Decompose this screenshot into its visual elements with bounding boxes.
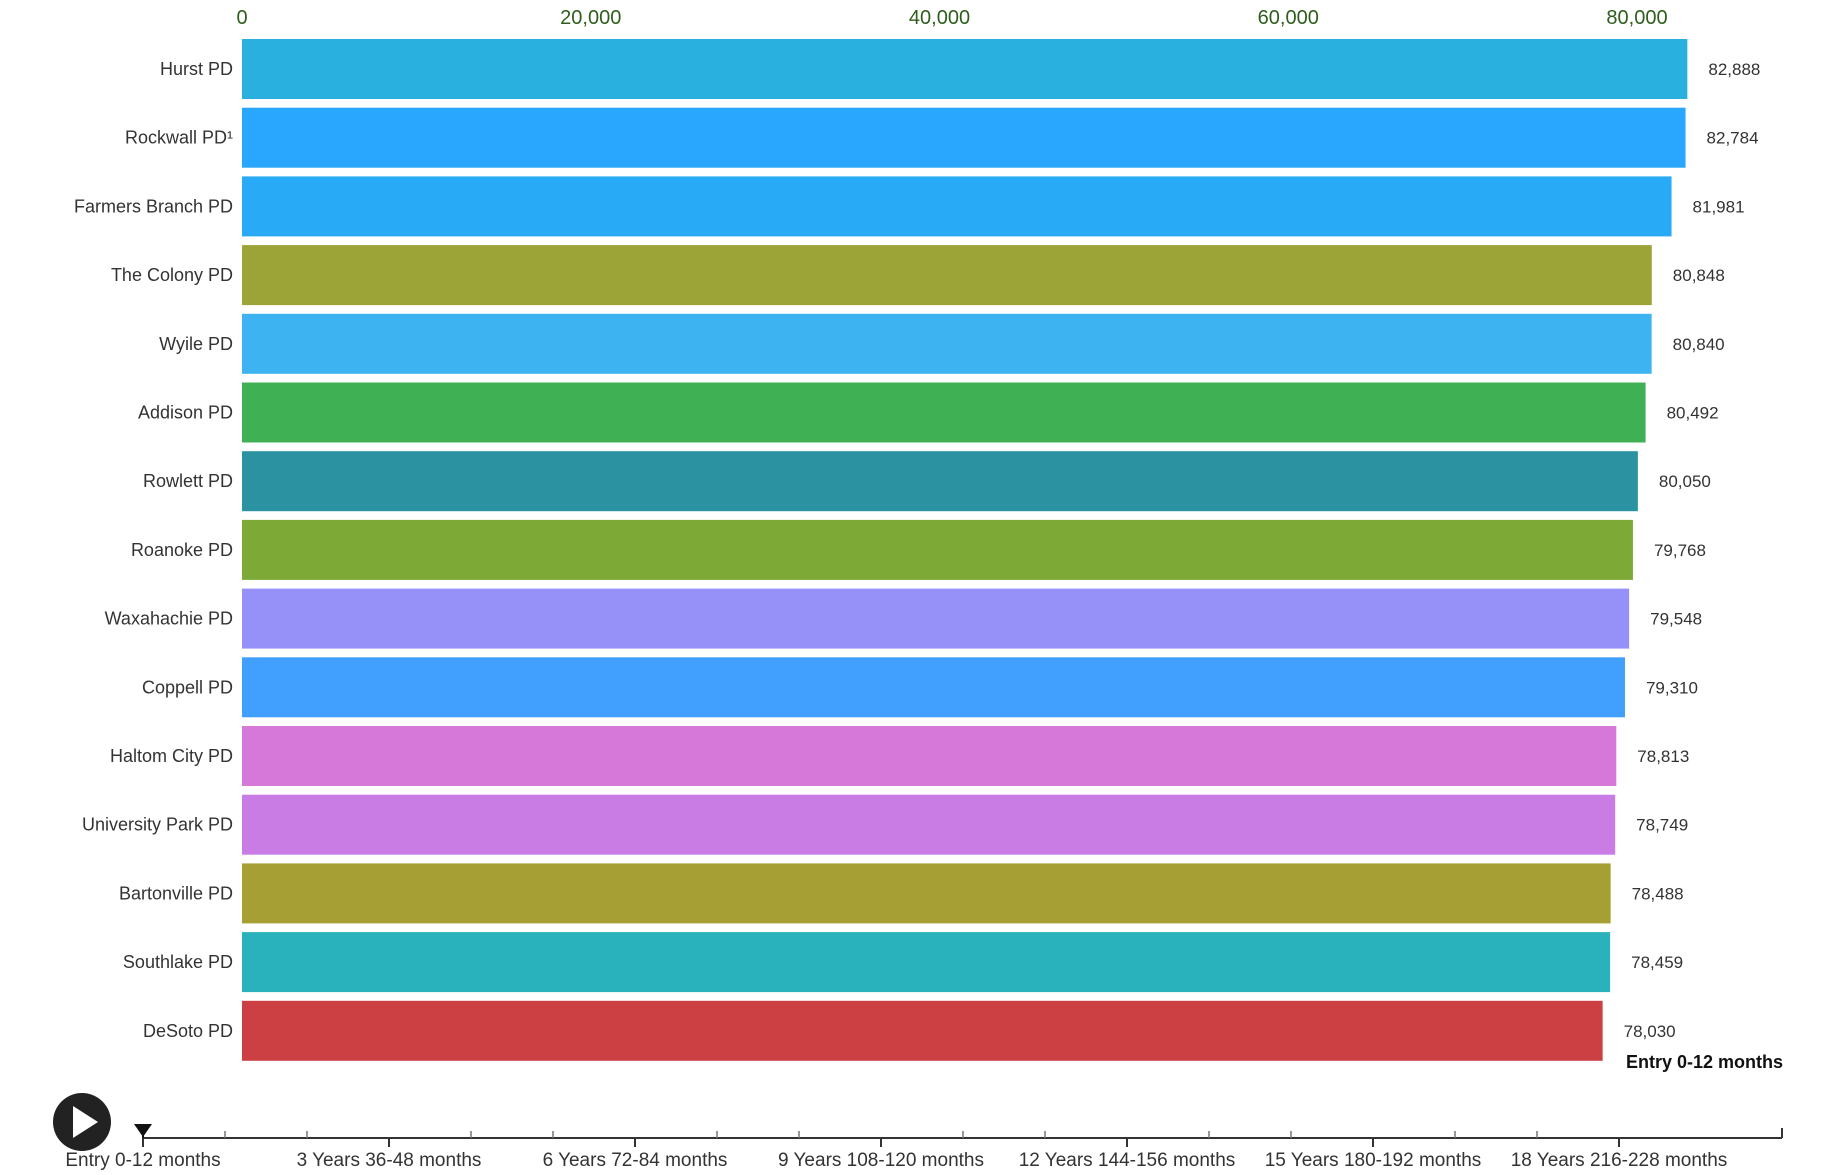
bar bbox=[242, 245, 1652, 306]
category-label: Addison PD bbox=[138, 403, 233, 423]
category-label: The Colony PD bbox=[111, 265, 233, 285]
category-label: University Park PD bbox=[82, 815, 233, 835]
value-label: 78,459 bbox=[1631, 953, 1683, 972]
timeline-label[interactable]: Entry 0-12 months bbox=[65, 1150, 220, 1171]
current-frame-label: Entry 0-12 months bbox=[1626, 1052, 1783, 1072]
bar bbox=[242, 107, 1686, 168]
category-label: Rowlett PD bbox=[143, 471, 233, 491]
value-label: 82,888 bbox=[1708, 60, 1760, 79]
bar bbox=[242, 932, 1611, 993]
value-label: 79,768 bbox=[1654, 541, 1706, 560]
value-label: 78,749 bbox=[1636, 816, 1688, 835]
bar bbox=[242, 39, 1688, 99]
bar bbox=[242, 863, 1611, 924]
bar bbox=[242, 1000, 1603, 1061]
category-label: Coppell PD bbox=[142, 677, 233, 697]
category-label: Southlake PD bbox=[123, 952, 233, 972]
bar bbox=[242, 313, 1652, 374]
x-tick-label: 20,000 bbox=[560, 7, 621, 29]
bar bbox=[242, 382, 1646, 443]
bars: Hurst PD 82,888 Rockwall PD¹ 82,784 Farmers … bbox=[74, 39, 1760, 1061]
category-label: DeSoto PD bbox=[143, 1021, 233, 1041]
x-tick-label: 40,000 bbox=[909, 7, 970, 29]
value-label: 79,548 bbox=[1650, 610, 1702, 629]
play-button[interactable] bbox=[53, 1093, 111, 1151]
x-tick-label: 80,000 bbox=[1606, 7, 1667, 29]
category-label: Hurst PD bbox=[160, 59, 233, 79]
timeline-label[interactable]: 9 Years 108-120 months bbox=[778, 1150, 984, 1171]
value-label: 80,840 bbox=[1673, 335, 1725, 354]
value-label: 79,310 bbox=[1646, 678, 1698, 697]
category-label: Wyile PD bbox=[159, 334, 233, 354]
x-tick-label: 0 bbox=[236, 7, 247, 29]
value-label: 81,981 bbox=[1693, 197, 1745, 216]
category-label: Waxahachie PD bbox=[105, 609, 233, 629]
x-axis: 0 20,000 40,000 60,000 80,000 bbox=[236, 7, 1667, 29]
bar bbox=[242, 794, 1616, 855]
bar bbox=[242, 451, 1638, 512]
timeline-slider[interactable]: Entry 0-12 months 3 Years 36-48 months 6 Y… bbox=[65, 1124, 1783, 1171]
category-label: Farmers Branch PD bbox=[74, 196, 233, 216]
timeline-label[interactable]: 6 Years 72-84 months bbox=[543, 1150, 728, 1171]
bar bbox=[242, 726, 1617, 786]
category-label: Rockwall PD¹ bbox=[125, 128, 233, 148]
timeline-label[interactable]: 18 Years 216-228 months bbox=[1511, 1150, 1728, 1171]
category-label: Bartonville PD bbox=[119, 883, 233, 903]
value-label: 80,848 bbox=[1673, 266, 1725, 285]
value-label: 80,050 bbox=[1659, 472, 1711, 491]
bar bbox=[242, 519, 1633, 580]
bar bbox=[242, 176, 1672, 237]
value-label: 82,784 bbox=[1707, 129, 1759, 148]
play-icon[interactable] bbox=[73, 1106, 98, 1138]
category-label: Roanoke PD bbox=[131, 540, 233, 560]
category-label: Haltom City PD bbox=[110, 746, 233, 766]
value-label: 78,813 bbox=[1637, 747, 1689, 766]
timeline-label[interactable]: 15 Years 180-192 months bbox=[1265, 1150, 1482, 1171]
x-tick-label: 60,000 bbox=[1258, 7, 1319, 29]
value-label: 78,488 bbox=[1632, 884, 1684, 903]
value-label: 78,030 bbox=[1624, 1022, 1676, 1041]
value-label: 80,492 bbox=[1667, 404, 1719, 423]
bar bbox=[242, 588, 1630, 649]
timeline-label[interactable]: 12 Years 144-156 months bbox=[1019, 1150, 1236, 1171]
bar bbox=[242, 657, 1625, 718]
timeline-label[interactable]: 3 Years 36-48 months bbox=[297, 1150, 482, 1171]
